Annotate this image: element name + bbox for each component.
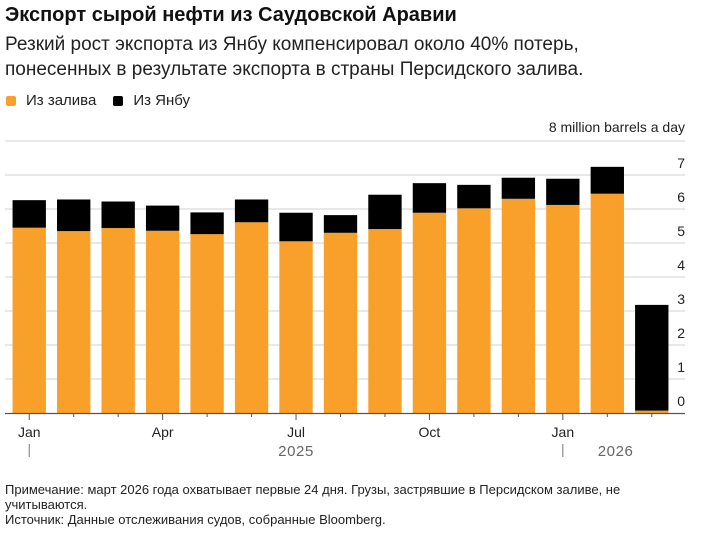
bar-yanbu-14 bbox=[635, 304, 669, 411]
chart-svg: Jan Apr Jul Oct Jan 2025 2026 0 1 2 3 4 5 6 7 8 millio… bbox=[5, 119, 685, 460]
x-axis: Jan Apr Jul Oct Jan 2025 2026 bbox=[5, 412, 685, 460]
legend-item-gulf: Из залива bbox=[6, 92, 96, 110]
bar-yanbu-10 bbox=[457, 184, 491, 209]
bar-yanbu-4 bbox=[190, 212, 224, 235]
bar-gulf-1 bbox=[57, 231, 91, 413]
chart-title: Экспорт сырой нефти из Саудовской Аравии bbox=[5, 4, 457, 26]
bar-yanbu-13 bbox=[590, 166, 624, 194]
bars bbox=[12, 166, 669, 413]
legend-swatch-gulf bbox=[6, 96, 16, 106]
x-tick-label: Jul bbox=[287, 424, 305, 440]
y-tick-label: 1 bbox=[677, 359, 685, 375]
bar-gulf-5 bbox=[234, 222, 269, 413]
year-label: 2026 bbox=[598, 443, 634, 460]
legend-label-gulf: Из залива bbox=[26, 92, 97, 109]
x-tick-label: Jan bbox=[18, 424, 41, 440]
footnote: Примечание: март 2026 года охватывает пе… bbox=[5, 482, 621, 512]
bar-gulf-11 bbox=[501, 198, 536, 413]
legend-label-yanbu: Из Янбу bbox=[133, 92, 191, 109]
y-tick-label: 3 bbox=[677, 291, 685, 307]
legend-swatch-yanbu bbox=[113, 96, 124, 106]
bar-gulf-7 bbox=[323, 232, 358, 413]
bar-gulf-4 bbox=[190, 234, 224, 413]
y-tick-label: 0 bbox=[677, 393, 685, 409]
bar-yanbu-2 bbox=[101, 201, 135, 229]
bar-yanbu-7 bbox=[323, 215, 358, 233]
source-note: Источник: Данные отслеживания судов, соб… bbox=[5, 512, 386, 527]
bar-gulf-8 bbox=[368, 229, 402, 413]
bar-yanbu-6 bbox=[279, 212, 313, 242]
year-label: 2025 bbox=[278, 443, 314, 460]
bar-yanbu-11 bbox=[501, 177, 536, 199]
bar-gulf-3 bbox=[145, 230, 180, 413]
bar-gulf-14 bbox=[635, 410, 669, 413]
bar-yanbu-5 bbox=[234, 199, 269, 223]
x-tick-label: Apr bbox=[152, 424, 174, 440]
bar-gulf-10 bbox=[457, 208, 491, 413]
bar-gulf-2 bbox=[101, 228, 135, 413]
bar-gulf-0 bbox=[12, 227, 46, 413]
y-tick-label: 4 bbox=[677, 257, 685, 273]
bar-gulf-12 bbox=[546, 204, 580, 413]
bar-yanbu-8 bbox=[368, 194, 402, 230]
footer: Примечание: март 2026 года охватывает пе… bbox=[5, 482, 665, 527]
bar-yanbu-9 bbox=[412, 183, 447, 213]
bar-gulf-13 bbox=[590, 193, 624, 413]
x-tick-label: Oct bbox=[419, 424, 441, 440]
y-tick-label: 2 bbox=[677, 325, 685, 341]
y-tick-label: 7 bbox=[677, 155, 685, 171]
bar-gulf-6 bbox=[279, 241, 313, 413]
y-tick-label: 5 bbox=[677, 223, 685, 239]
bar-yanbu-1 bbox=[57, 199, 91, 232]
bar-yanbu-12 bbox=[546, 178, 580, 205]
bar-yanbu-3 bbox=[145, 205, 180, 231]
y-unit-label: 8 million barrels a day bbox=[549, 119, 685, 135]
y-tick-label: 6 bbox=[677, 189, 685, 205]
y-axis-labels: 0 1 2 3 4 5 6 7 8 million barrels a day bbox=[549, 119, 685, 409]
x-tick-label: Jan bbox=[552, 424, 575, 440]
legend-item-yanbu: Из Янбу bbox=[113, 92, 190, 110]
bar-gulf-9 bbox=[412, 212, 447, 413]
legend: Из залива Из Янбу bbox=[6, 92, 207, 110]
chart-subtitle: Резкий рост экспорта из Янбу компенсиров… bbox=[5, 34, 584, 80]
bar-yanbu-0 bbox=[12, 200, 46, 228]
